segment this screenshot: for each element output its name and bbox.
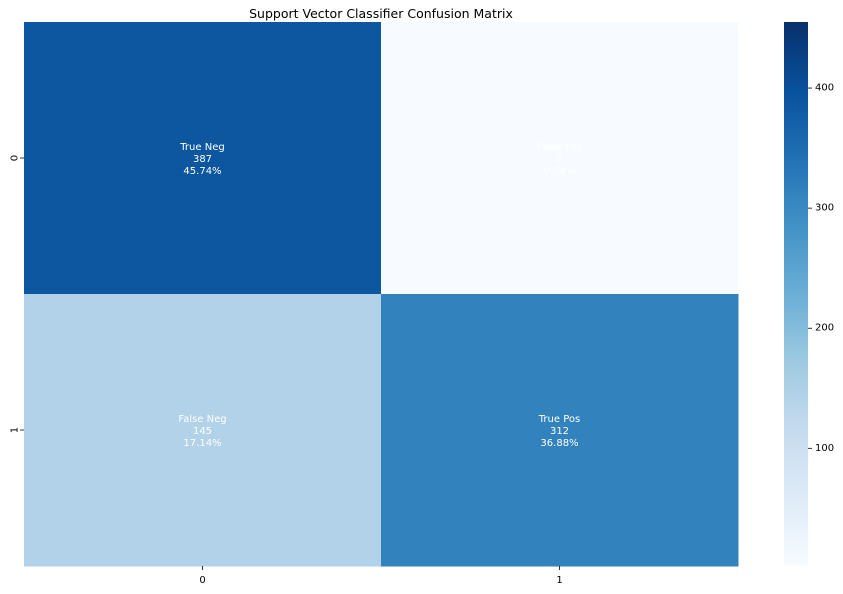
heatmap-cell-false-neg	[24, 294, 382, 567]
heatmap-cell-true-neg	[24, 22, 382, 295]
y-tick-label-0: 0	[10, 155, 21, 161]
cell-count-true-pos: 312	[550, 426, 569, 437]
cell-label-false-neg: False Neg	[178, 414, 226, 425]
cell-percent-true-neg: 45.74%	[183, 166, 221, 177]
cell-label-true-neg: True Neg	[179, 142, 224, 153]
cell-percent-false-pos: 0.24%	[544, 166, 576, 177]
cell-count-false-neg: 145	[193, 426, 212, 437]
colorbar-tick-label-300: 300	[815, 203, 834, 214]
x-tick-label-0: 0	[199, 575, 205, 586]
x-tick-label-1: 1	[556, 575, 562, 586]
cell-count-true-neg: 387	[193, 154, 212, 165]
cell-label-true-pos: True Pos	[538, 414, 580, 425]
heatmap-cell-false-pos	[381, 22, 739, 295]
cell-count-false-pos: 2	[556, 154, 562, 165]
cell-percent-false-neg: 17.14%	[183, 438, 221, 449]
y-tick-label-1: 1	[10, 427, 21, 433]
cell-label-false-pos: False Pos	[537, 142, 582, 153]
chart-title: Support Vector Classifier Confusion Matr…	[249, 6, 513, 21]
heatmap-cell-true-pos	[381, 294, 739, 567]
colorbar-tick-label-400: 400	[815, 83, 834, 94]
cell-percent-true-pos: 36.88%	[540, 438, 578, 449]
heatmap-axes: 0 1 0 1	[10, 155, 563, 586]
colorbar-tick-label-100: 100	[815, 443, 834, 454]
colorbar-gradient	[784, 22, 808, 566]
colorbar-tick-label-200: 200	[815, 323, 834, 334]
colorbar: 100 200 300 400	[784, 22, 834, 566]
